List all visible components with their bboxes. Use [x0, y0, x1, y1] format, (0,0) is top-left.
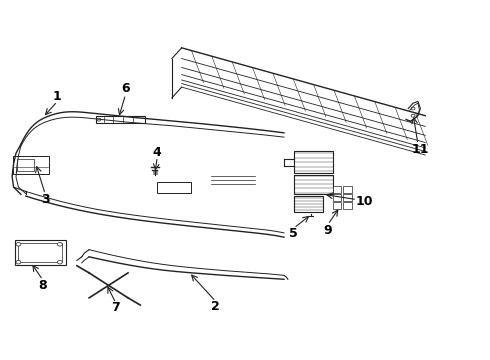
FancyBboxPatch shape — [19, 243, 62, 262]
Circle shape — [57, 243, 62, 246]
Text: 6: 6 — [122, 82, 130, 95]
Circle shape — [97, 118, 101, 121]
Text: 4: 4 — [153, 146, 162, 159]
Text: 2: 2 — [211, 300, 220, 313]
Circle shape — [411, 114, 415, 117]
Circle shape — [16, 260, 21, 264]
Text: 7: 7 — [112, 301, 120, 314]
FancyBboxPatch shape — [343, 194, 352, 201]
FancyBboxPatch shape — [157, 182, 192, 193]
FancyBboxPatch shape — [294, 152, 333, 173]
FancyBboxPatch shape — [343, 202, 352, 208]
FancyBboxPatch shape — [294, 196, 323, 212]
FancyBboxPatch shape — [97, 116, 145, 123]
Text: 3: 3 — [41, 193, 49, 206]
FancyBboxPatch shape — [343, 186, 352, 193]
FancyBboxPatch shape — [333, 202, 342, 208]
FancyBboxPatch shape — [15, 240, 66, 265]
FancyBboxPatch shape — [294, 175, 333, 194]
FancyBboxPatch shape — [13, 156, 49, 174]
Text: 1: 1 — [53, 90, 62, 103]
FancyBboxPatch shape — [333, 194, 342, 201]
Text: 5: 5 — [290, 227, 298, 240]
FancyBboxPatch shape — [333, 186, 342, 193]
Circle shape — [411, 107, 415, 110]
Text: 9: 9 — [323, 224, 332, 237]
FancyBboxPatch shape — [17, 159, 34, 171]
Text: 11: 11 — [412, 143, 429, 156]
Circle shape — [16, 243, 21, 246]
Text: 10: 10 — [356, 195, 373, 208]
Text: 8: 8 — [39, 279, 47, 292]
Circle shape — [57, 260, 62, 264]
